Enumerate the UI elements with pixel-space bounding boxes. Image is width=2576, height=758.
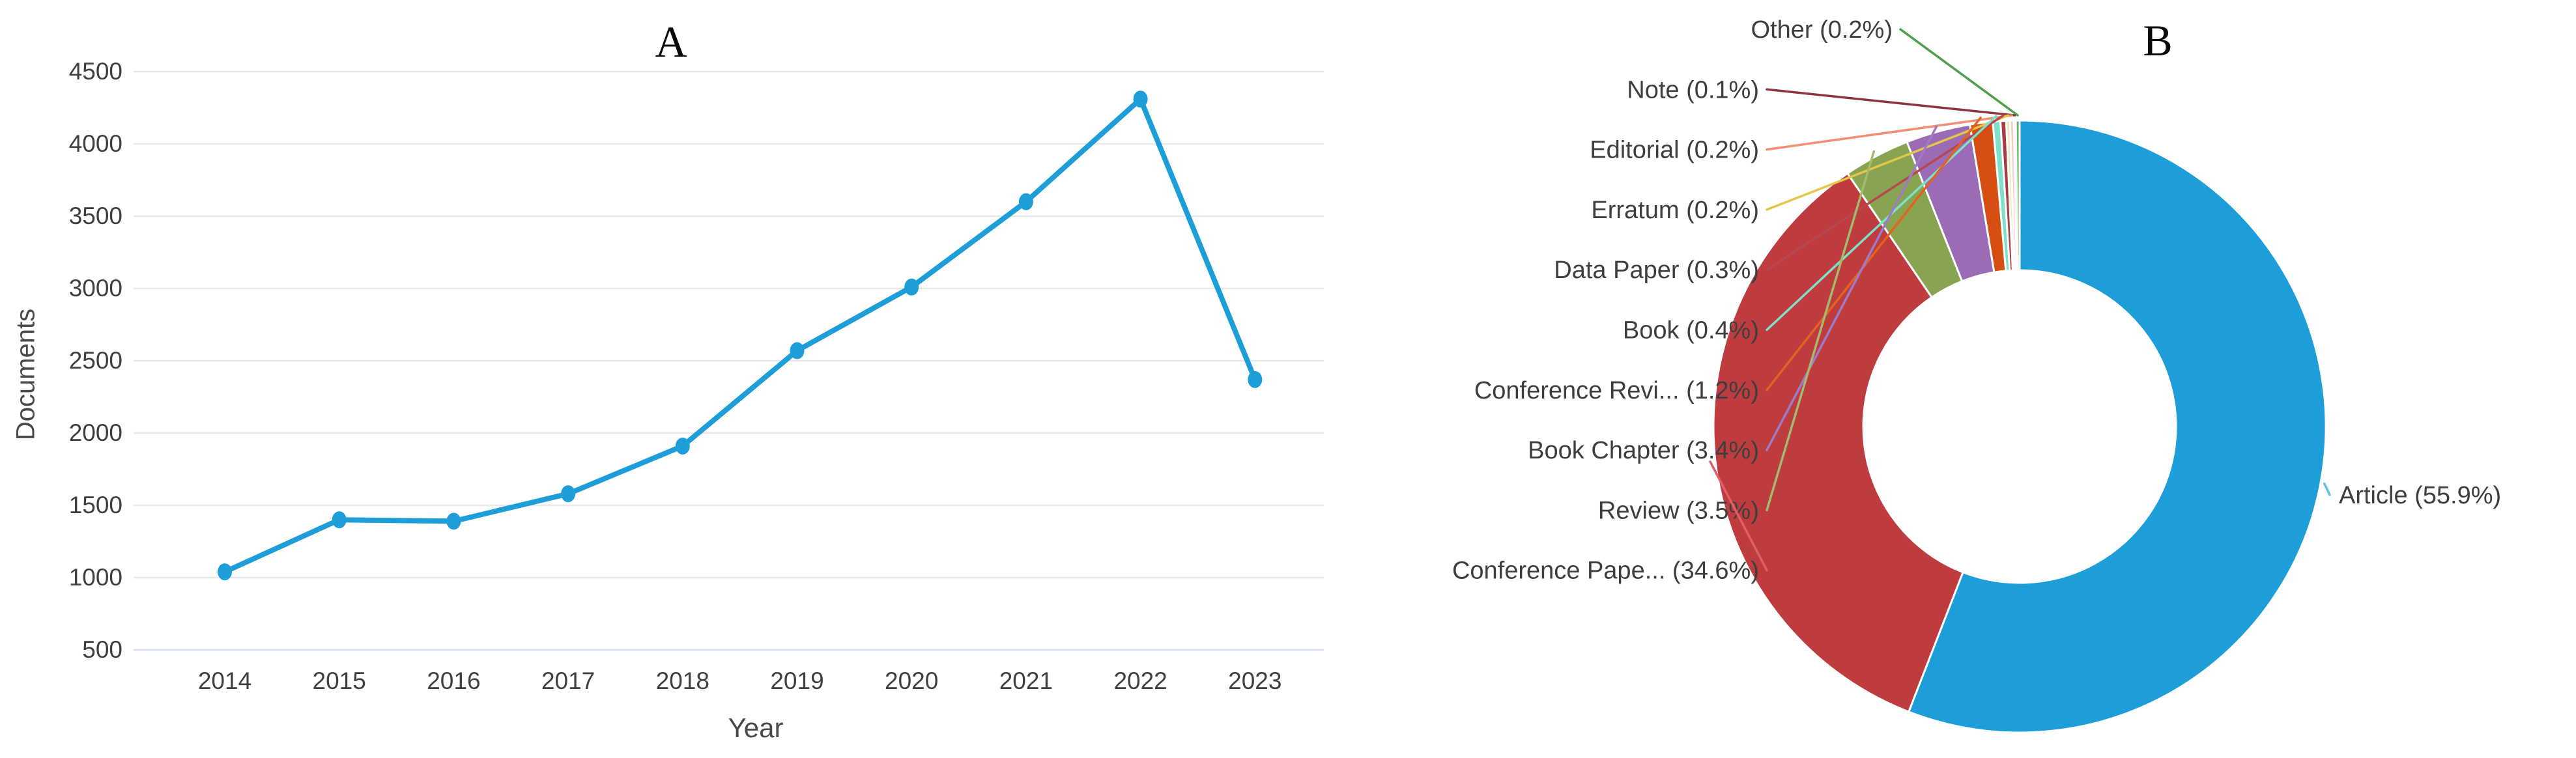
leader-line-conference-paper — [1709, 460, 1768, 572]
line-chart-svg: 4500 4000 3500 3000 2500 2000 1500 1000 500 2014 2… — [69, 58, 1324, 694]
y-tick-label: 4500 — [69, 58, 122, 85]
y-tick-label: 4000 — [69, 130, 122, 157]
x-tick-label-2016: 2016 — [427, 667, 480, 694]
x-tick-label-2019: 2019 — [770, 667, 823, 694]
panel-a-title: A — [655, 17, 687, 66]
data-point-2015[interactable] — [332, 511, 347, 529]
slice-label-other: Other (0.2%) — [1751, 16, 1893, 44]
slice-label-book-chapter: Book Chapter (3.4%) — [1528, 437, 1759, 464]
data-point-2022[interactable] — [1133, 91, 1148, 108]
x-tick-label-2023: 2023 — [1228, 667, 1281, 694]
x-tick-label-2020: 2020 — [885, 667, 938, 694]
slice-label-conference-paper: Conference Pape... (34.6%) — [1452, 557, 1759, 585]
y-tick-label: 1000 — [69, 564, 122, 591]
x-tick-label-2022: 2022 — [1113, 667, 1167, 694]
leader-line-data-paper — [1766, 114, 2005, 271]
panel-b-title: B — [2143, 16, 2173, 65]
slice-label-data-paper: Data Paper (0.3%) — [1554, 257, 1759, 284]
data-point-2018[interactable] — [675, 437, 690, 455]
data-point-2016[interactable] — [446, 512, 461, 530]
slice-label-editorial: Editorial (0.2%) — [1590, 137, 1759, 164]
y-tick-label: 2000 — [69, 419, 122, 446]
leader-line-conference-review — [1766, 117, 1982, 391]
y-tick-label: 3000 — [69, 275, 122, 302]
slice-label-conference-review: Conference Revi... (1.2%) — [1474, 377, 1759, 404]
x-tick-label-2021: 2021 — [999, 667, 1053, 694]
data-point-2014[interactable] — [218, 563, 232, 581]
leader-line-review — [1766, 150, 1876, 512]
y-tick-label: 3500 — [69, 203, 122, 229]
data-point-2020[interactable] — [904, 278, 919, 296]
leader-line-note — [1766, 88, 2016, 117]
y-tick-label: 500 — [82, 636, 122, 663]
y-tick-label: 1500 — [69, 492, 122, 518]
donut-slice-other[interactable] — [2014, 119, 2021, 272]
x-tick-label-2018: 2018 — [656, 667, 709, 694]
documents-series-line — [222, 96, 1258, 575]
data-point-2019[interactable] — [790, 342, 805, 359]
leader-line-editorial — [1766, 114, 2013, 151]
leader-line-article — [2323, 482, 2331, 496]
data-point-2017[interactable] — [561, 485, 576, 503]
x-tick-label-2014: 2014 — [198, 667, 251, 694]
donut-chart-svg: Other (0.2%) Note (0.1%) Editorial (0.2%) E… — [1452, 16, 2501, 734]
leader-line-erratum — [1766, 114, 2009, 211]
donut-slice-conference-paper[interactable] — [1712, 172, 1964, 713]
leader-line-book-chapter — [1766, 125, 1938, 451]
donut-slice-article[interactable] — [1908, 119, 2327, 734]
data-point-2023[interactable] — [1248, 371, 1263, 388]
slice-label-note: Note (0.1%) — [1627, 76, 1759, 104]
x-tick-label-2015: 2015 — [313, 667, 366, 694]
slice-label-erratum: Erratum (0.2%) — [1591, 197, 1759, 224]
y-axis-label: Documents — [11, 308, 40, 441]
x-axis-label: Year — [728, 712, 784, 743]
slice-label-book: Book (0.4%) — [1623, 317, 1759, 344]
data-point-2021[interactable] — [1018, 193, 1033, 210]
y-tick-label: 2500 — [69, 347, 122, 374]
leader-line-other — [1899, 28, 2019, 117]
slice-label-article: Article (55.9%) — [2339, 482, 2501, 509]
panel-a-line-chart: 4500 4000 3500 3000 2500 2000 1500 1000 500 2014 2… — [69, 58, 1324, 694]
panel-b-donut-chart: Other (0.2%) Note (0.1%) Editorial (0.2%) E… — [1336, 0, 2576, 758]
x-tick-label-2017: 2017 — [541, 667, 595, 694]
leader-line-book — [1766, 115, 1997, 331]
